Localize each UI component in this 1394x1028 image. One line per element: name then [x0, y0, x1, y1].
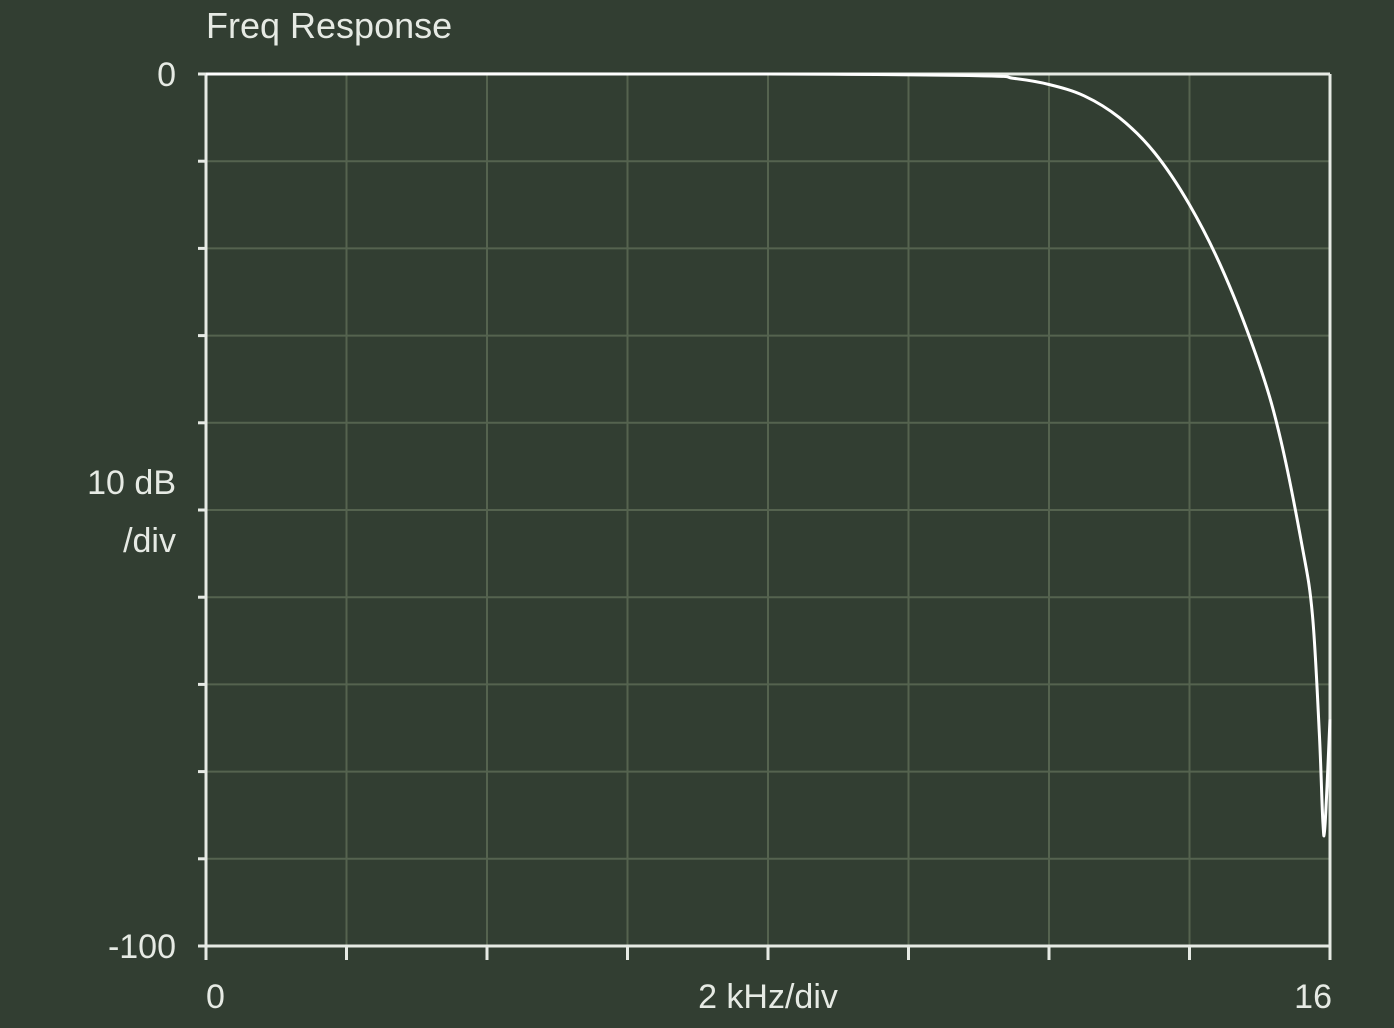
x-axis-label: 2 kHz/div: [698, 978, 838, 1016]
grid: [206, 74, 1330, 946]
response-curve: [205, 72, 1332, 838]
y-axis-label-line2: /div: [123, 522, 176, 560]
chart-title: Freq Response: [206, 5, 452, 46]
y-tick-label-max: 0: [157, 56, 176, 94]
series: [205, 72, 1332, 838]
x-tick-label-min: 0: [206, 978, 225, 1016]
y-tick-label-min: -100: [108, 928, 176, 966]
x-tick-label-max: 16: [1294, 978, 1332, 1016]
axes: [198, 72, 1332, 960]
y-axis-label-line1: 10 dB: [87, 464, 176, 502]
